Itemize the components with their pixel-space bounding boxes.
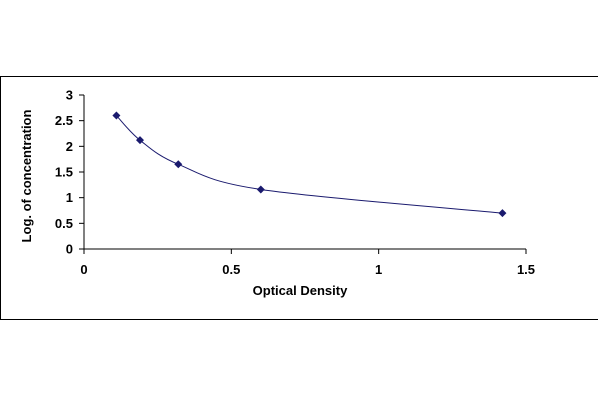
- data-point-marker: [135, 136, 144, 145]
- y-ticks: 0 0.5 1 1.5 2 2.5 3: [55, 88, 84, 257]
- x-tick-label: 0: [80, 262, 87, 277]
- data-point-marker: [256, 185, 265, 194]
- data-point-marker: [174, 160, 183, 169]
- data-point-marker: [498, 209, 507, 218]
- data-points: [112, 111, 507, 218]
- y-tick-label: 0: [66, 242, 73, 257]
- data-point-marker: [112, 111, 121, 120]
- x-tick-label: 0.5: [222, 262, 240, 277]
- x-tick-label: 1.5: [517, 262, 535, 277]
- axes: [83, 95, 526, 250]
- y-axis-title: Log. of concentration: [19, 110, 34, 243]
- chart-frame: [0, 76, 598, 320]
- y-tick-label: 0.5: [55, 216, 73, 231]
- x-axis-title: Optical Density: [253, 283, 348, 298]
- y-tick-label: 1: [66, 190, 73, 205]
- y-tick-label: 2.5: [55, 113, 73, 128]
- y-tick-label: 1.5: [55, 165, 73, 180]
- y-tick-label: 3: [66, 88, 73, 103]
- x-ticks: 0 0.5 1 1.5: [80, 249, 535, 277]
- series-curve: [116, 115, 503, 214]
- y-tick-label: 2: [66, 139, 73, 154]
- x-tick-label: 1: [375, 262, 382, 277]
